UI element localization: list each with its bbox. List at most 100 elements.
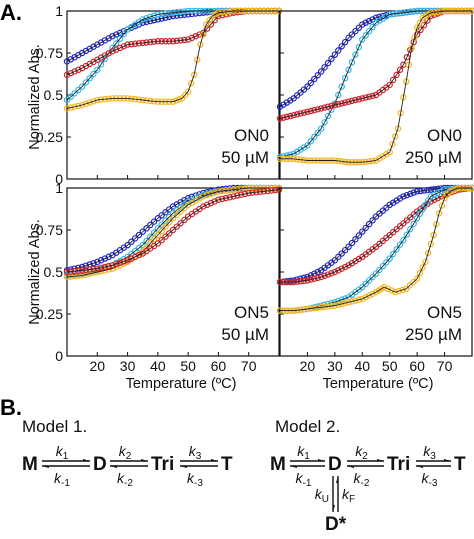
data-point (407, 225, 414, 233)
data-point (116, 35, 124, 42)
data-point (150, 218, 158, 225)
data-point (328, 270, 335, 277)
fit-line (280, 187, 472, 312)
panel-label-b: B. (0, 395, 22, 420)
data-point (192, 33, 199, 40)
data-point (86, 74, 93, 82)
data-point (369, 273, 376, 281)
data-point (304, 108, 311, 116)
data-point (362, 280, 369, 287)
data-point (90, 269, 97, 277)
y-tick-label: 0 (55, 171, 63, 187)
data-point (139, 19, 146, 26)
data-point (422, 258, 429, 266)
data-point (362, 94, 369, 101)
data-point (419, 264, 426, 271)
data-point (307, 276, 315, 283)
panel-annotation: ON0 (234, 126, 269, 145)
model-1-title: Model 1. (22, 417, 87, 436)
data-point (348, 31, 356, 38)
x-tick-label: 60 (211, 358, 227, 374)
x-tick-label: 50 (382, 358, 398, 374)
data-point (215, 196, 222, 203)
series-cyan (63, 7, 283, 104)
data-point (406, 282, 414, 289)
data-point (211, 198, 218, 205)
data-point (158, 236, 165, 244)
data-point (435, 209, 443, 217)
series-gold (63, 184, 283, 281)
x-tick-label: 50 (180, 358, 196, 374)
data-point (338, 250, 345, 257)
rate-reverse: k-3 (187, 470, 203, 489)
data-point (237, 191, 245, 198)
data-point (338, 100, 345, 107)
data-point (348, 239, 356, 247)
data-point (188, 34, 196, 42)
data-point (389, 76, 397, 84)
data-point (431, 191, 438, 198)
data-point (86, 270, 93, 277)
data-point (113, 260, 120, 268)
data-point (427, 193, 435, 200)
data-point (200, 31, 207, 38)
data-point (410, 189, 417, 196)
data-point (341, 74, 349, 82)
data-point (124, 241, 131, 249)
data-point (324, 271, 332, 278)
x-tick-label: 70 (437, 358, 453, 374)
data-point (365, 17, 373, 25)
data-point (63, 105, 71, 112)
data-point (311, 75, 318, 83)
data-point (392, 288, 399, 296)
data-point (317, 125, 325, 132)
data-point (338, 83, 345, 90)
data-point (341, 99, 349, 106)
data-point (321, 119, 328, 126)
data-point (307, 79, 315, 87)
data-point (120, 260, 127, 267)
data-point (403, 54, 411, 61)
data-point (109, 33, 116, 40)
data-point (101, 263, 109, 271)
charts-group: 0 0.25 0.5 0.75 1 ON0 50 µM ON0 250 µM 20 30 40 50 60… (36, 3, 474, 374)
series-blue (63, 184, 283, 274)
data-point (369, 290, 376, 298)
data-point (300, 109, 308, 116)
data-point (314, 274, 321, 282)
data-point (203, 21, 210, 28)
data-point (116, 259, 124, 266)
data-point (365, 292, 373, 299)
data-point (131, 235, 139, 242)
data-point (402, 285, 410, 292)
data-point (128, 238, 135, 245)
data-point (355, 95, 363, 103)
x-tick-label: 70 (241, 358, 257, 374)
data-point (335, 47, 342, 54)
rate-reverse: k-2 (354, 470, 370, 489)
data-point (234, 192, 241, 199)
data-point (355, 232, 363, 239)
fit-line (280, 187, 473, 283)
data-point (331, 101, 339, 109)
data-point (386, 255, 393, 262)
data-point (362, 294, 369, 301)
series-blue (63, 7, 283, 65)
data-point (116, 29, 124, 37)
data-point (109, 48, 116, 55)
data-point (82, 100, 90, 108)
data-point (359, 228, 366, 235)
data-point (226, 194, 233, 201)
data-point (304, 142, 311, 149)
data-point (120, 43, 127, 50)
data-point (67, 93, 74, 100)
data-point (324, 112, 332, 120)
data-point (411, 34, 418, 42)
rate-forward: k1 (297, 443, 310, 462)
data-point (317, 105, 325, 112)
data-point (386, 81, 393, 89)
data-point (181, 216, 188, 224)
data-point (150, 236, 158, 243)
data-point (314, 268, 321, 276)
data-point (86, 99, 93, 106)
